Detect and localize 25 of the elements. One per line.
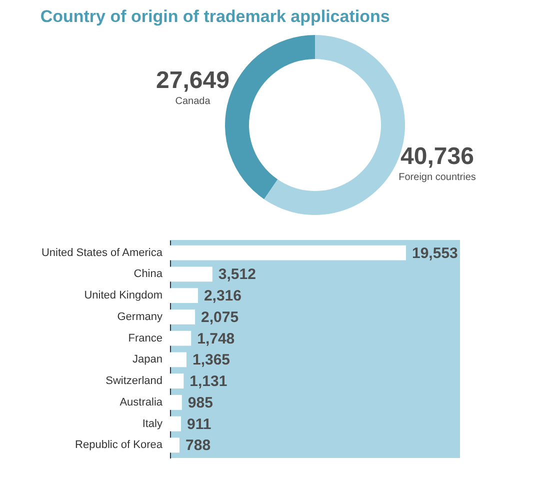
data-label: 2,075: [201, 308, 239, 326]
y-tick-label: France: [128, 332, 162, 344]
slice-label: Foreign countries: [398, 172, 476, 183]
data-label: 3,512: [218, 266, 256, 284]
y-tick-label: United States of America: [41, 246, 164, 259]
data-label: 27,649: [156, 67, 230, 94]
slice-label: Canada: [175, 96, 211, 108]
y-tick-label: Australia: [120, 396, 164, 408]
y-tick-label: Switzerland: [106, 375, 162, 388]
data-label: 1,365: [192, 352, 230, 369]
y-tick-label: United Kingdom: [84, 290, 162, 302]
y-tick-label: Japan: [132, 354, 162, 366]
y-tick-label: Italy: [142, 418, 163, 430]
chart-title: Country of origin of trademark applications: [40, 7, 390, 26]
y-tick-label: China: [134, 268, 164, 280]
data-label: 985: [188, 394, 213, 412]
data-label: 19,553: [412, 244, 458, 262]
data-label: 2,316: [204, 288, 242, 305]
data-label: 911: [186, 416, 212, 433]
y-tick-label: Republic of Korea: [75, 439, 164, 452]
data-label: 1,748: [197, 330, 235, 348]
data-label: 788: [186, 437, 211, 454]
data-label: 40,736: [400, 142, 474, 170]
y-tick-label: Germany: [117, 310, 163, 323]
data-label: 1,131: [190, 373, 228, 390]
